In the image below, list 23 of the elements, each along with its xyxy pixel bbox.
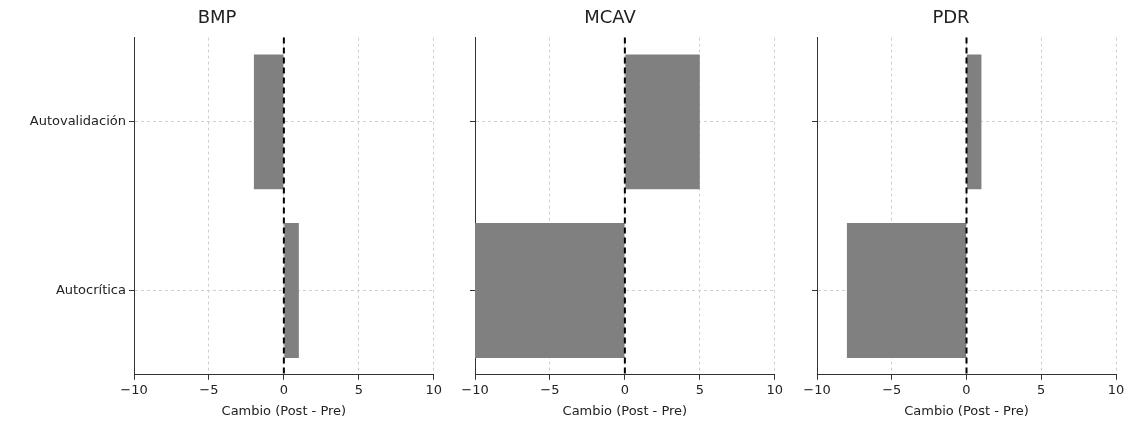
- x-tick-label: 10: [425, 381, 442, 397]
- y-tick-label: Autovalidación: [29, 113, 126, 129]
- x-tick-label: −5: [540, 381, 560, 397]
- x-tick-label: −10: [120, 381, 148, 397]
- chart-title: PDR: [932, 6, 970, 28]
- x-tick-label: −10: [803, 381, 831, 397]
- x-tick-label: 10: [766, 381, 783, 397]
- x-tick-label: 5: [1037, 381, 1046, 397]
- y-tick-label: Autocrítica: [55, 281, 126, 297]
- x-tick-label: 0: [620, 381, 630, 397]
- x-tick-label: −10: [461, 381, 489, 397]
- chart-title: MCAV: [584, 6, 637, 28]
- x-axis-title: Cambio (Post - Pre): [221, 402, 347, 418]
- x-tick-label: 5: [695, 381, 704, 397]
- x-tick-label: 5: [354, 381, 363, 397]
- x-tick-label: −5: [882, 381, 902, 397]
- x-axis-title: Cambio (Post - Pre): [562, 402, 688, 418]
- x-tick-label: −5: [199, 381, 219, 397]
- x-tick-label: 0: [279, 381, 289, 397]
- x-tick-label: 0: [962, 381, 971, 397]
- chart-title: BMP: [197, 6, 237, 28]
- x-tick-label: 10: [1107, 381, 1125, 397]
- x-axis-title: Cambio (Post - Pre): [904, 402, 1029, 418]
